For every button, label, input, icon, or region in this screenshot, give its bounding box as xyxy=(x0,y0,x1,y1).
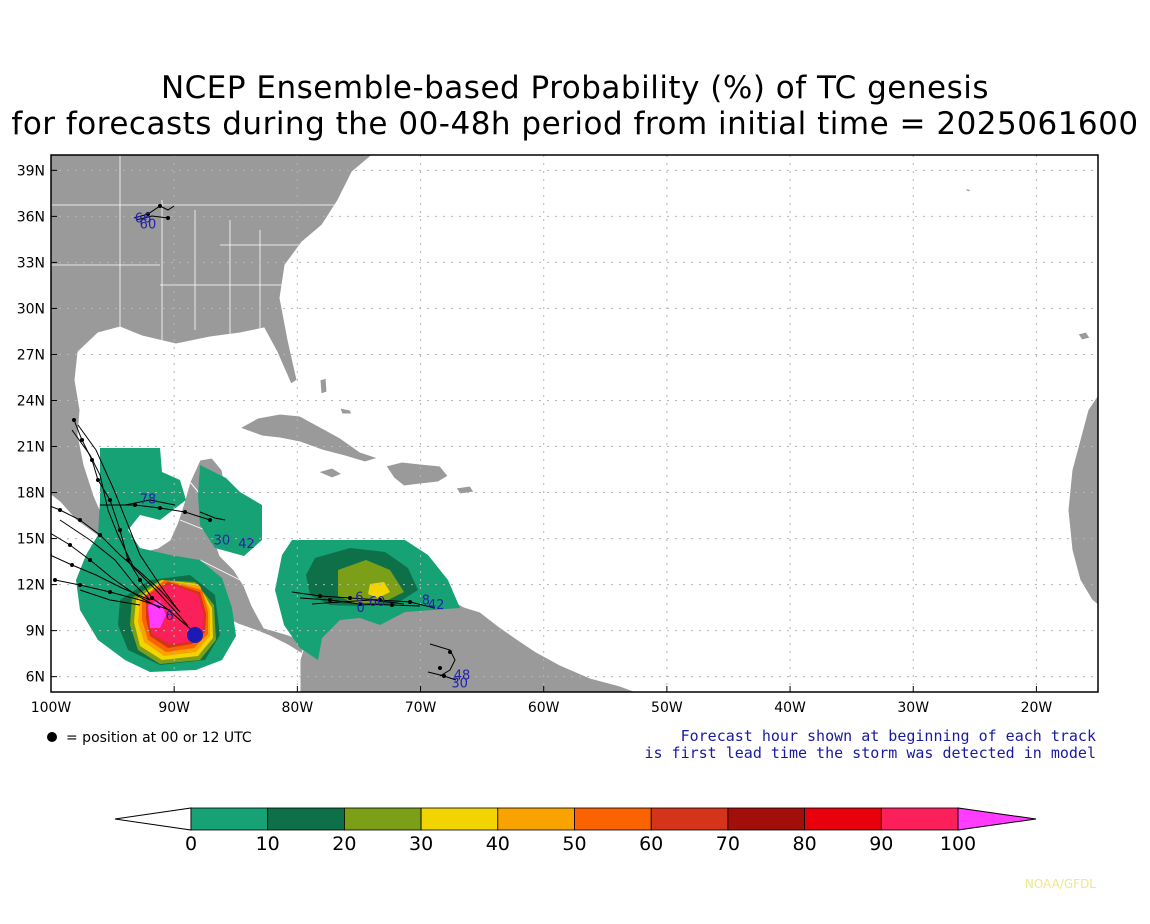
colorbar-label: 30 xyxy=(409,833,433,855)
position-dot-icon xyxy=(47,732,57,742)
political-boundaries xyxy=(51,155,340,581)
storm-center-marker xyxy=(187,627,203,643)
colorbar-segment xyxy=(497,807,575,831)
forecast-hour-label: 30 xyxy=(214,534,231,549)
colorbar-segment xyxy=(804,807,882,831)
forecast-note-line1: Forecast hour shown at beginning of each… xyxy=(681,727,1096,745)
colorbar-label: 40 xyxy=(486,833,510,855)
lon-tick-label: 100W xyxy=(31,700,72,716)
colorbar-over-triangle xyxy=(957,807,1037,831)
forecast-hour-label: 42 xyxy=(428,598,445,613)
lon-tick-label: 60W xyxy=(528,700,560,716)
forecast-hour-label: 6 xyxy=(355,590,363,605)
map-title: NCEP Ensemble-based Probability (%) of T… xyxy=(160,70,990,106)
colorbar-label: 90 xyxy=(869,833,893,855)
lat-tick-label: 39N xyxy=(17,163,45,179)
colorbar-label: 70 xyxy=(716,833,740,855)
colorbar-label: 80 xyxy=(793,833,817,855)
forecast-note-line2: is first lead time the storm was detecte… xyxy=(644,744,1096,762)
forecast-hour-label: 48 xyxy=(454,669,471,684)
lat-tick-label: 6N xyxy=(26,670,45,686)
lon-tick-label: 80W xyxy=(282,700,314,716)
longitude-labels: 100W 90W 80W 70W 60W 50W 40W 30W 20W xyxy=(31,686,1053,716)
colorbar-segment xyxy=(190,807,269,831)
lat-tick-label: 21N xyxy=(17,440,45,456)
colorbar-segment xyxy=(420,807,499,831)
forecast-hour-label: 78 xyxy=(140,492,157,507)
colorbar-label: 50 xyxy=(562,833,586,855)
colorbar-under-triangle xyxy=(114,807,192,831)
forecast-hour-label: 8 xyxy=(422,594,430,609)
lat-tick-label: 9N xyxy=(26,624,45,640)
forecast-hour-label: 60 xyxy=(369,595,386,610)
graticule xyxy=(51,155,1098,692)
forecast-hour-label: 0 xyxy=(356,601,364,616)
colorbar: 0 10 20 30 40 50 60 70 80 90 100 xyxy=(114,807,1037,855)
lat-tick-label: 18N xyxy=(17,486,45,502)
forecast-hour-label: 42 xyxy=(238,537,255,552)
colorbar-segment xyxy=(574,807,652,831)
lon-tick-label: 40W xyxy=(774,700,806,716)
map-subtitle: for forecasts during the 00-48h period f… xyxy=(11,106,1139,142)
colorbar-label: 20 xyxy=(332,833,356,855)
colorbar-label: 10 xyxy=(256,833,280,855)
forecast-hour-label: 66 xyxy=(135,212,152,227)
lat-tick-label: 12N xyxy=(17,578,45,594)
plot-frame xyxy=(50,154,1099,693)
colorbar-segment xyxy=(343,807,422,831)
position-note: = position at 00 or 12 UTC xyxy=(66,730,252,746)
lon-tick-label: 90W xyxy=(158,700,190,716)
colorbar-segment xyxy=(880,807,959,831)
lat-tick-label: 24N xyxy=(17,393,45,409)
forecast-hour-label: 30 xyxy=(451,676,468,691)
latitude-labels: 39N 36N 33N 30N 27N 24N 21N 18N 15N 12N 9N 6N xyxy=(17,163,57,686)
lat-tick-label: 27N xyxy=(17,347,45,363)
colorbar-segment xyxy=(650,807,729,831)
forecast-hour-label: 6 xyxy=(166,609,174,624)
lon-tick-label: 70W xyxy=(405,700,437,716)
colorbar-segment xyxy=(267,807,345,831)
credit: NOAA/GFDL xyxy=(1025,877,1096,891)
forecast-hour-label: 60 xyxy=(140,218,157,233)
lat-tick-label: 36N xyxy=(17,209,45,225)
colorbar-label: 60 xyxy=(639,833,663,855)
lon-tick-label: 50W xyxy=(651,700,683,716)
lat-tick-label: 33N xyxy=(17,255,45,271)
colorbar-label: 0 xyxy=(185,833,197,855)
colorbar-label: 100 xyxy=(940,833,976,855)
lon-tick-label: 30W xyxy=(897,700,929,716)
lon-tick-label: 20W xyxy=(1021,700,1053,716)
lat-tick-label: 15N xyxy=(17,532,45,548)
colorbar-segment xyxy=(727,807,806,831)
lat-tick-label: 30N xyxy=(17,301,45,317)
